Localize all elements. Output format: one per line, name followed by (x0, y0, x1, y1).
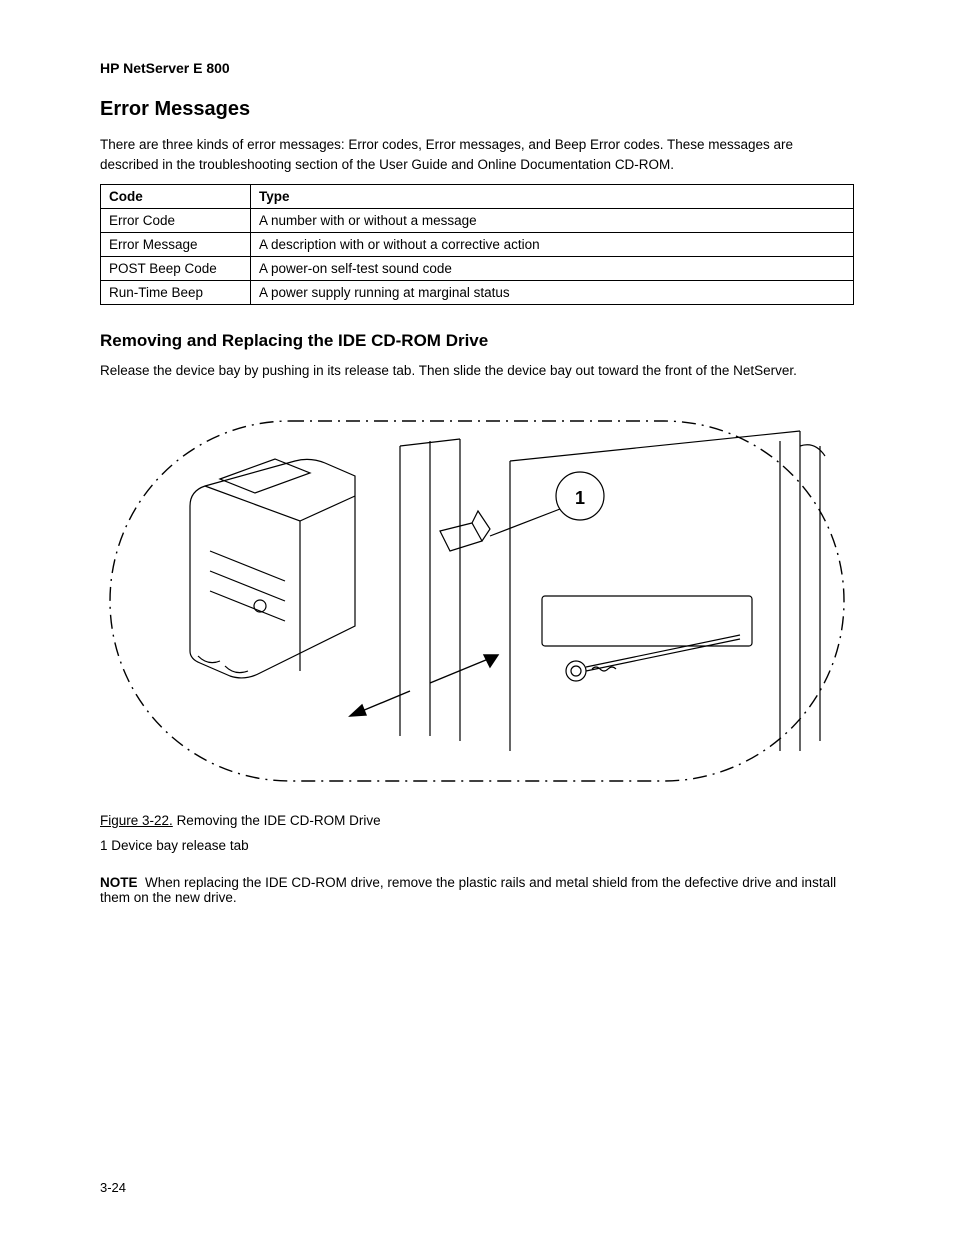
figure: 1 (100, 391, 854, 856)
table-row: Error Message A description with or with… (101, 233, 854, 257)
replace-paragraph: Release the device bay by pushing in its… (100, 361, 854, 381)
subsection-title: Removing and Replacing the IDE CD-ROM Dr… (100, 331, 854, 351)
note-text: When replacing the IDE CD-ROM drive, rem… (100, 875, 836, 905)
note-label: NOTE (100, 875, 138, 890)
table-row: POST Beep Code A power-on self-test soun… (101, 257, 854, 281)
table-cell: A power supply running at marginal statu… (251, 281, 854, 305)
table-cell: Error Message (101, 233, 251, 257)
table-header-type: Type (251, 185, 854, 209)
table-header-code: Code (101, 185, 251, 209)
figure-legend: 1 Device bay release tab (100, 836, 854, 856)
intro-paragraph: There are three kinds of error messages:… (100, 135, 854, 174)
section-title: Error Messages (100, 98, 854, 121)
figure-caption: Figure 3-22. Removing the IDE CD-ROM Dri… (100, 813, 854, 828)
error-codes-table: Code Type Error Code A number with or wi… (100, 184, 854, 305)
page-content: HP NetServer E 800 Error Messages There … (100, 60, 854, 905)
callout-label: 1 (575, 488, 585, 508)
table-cell: Run-Time Beep (101, 281, 251, 305)
table-cell: POST Beep Code (101, 257, 251, 281)
table-row: Run-Time Beep A power supply running at … (101, 281, 854, 305)
table-cell: A description with or without a correcti… (251, 233, 854, 257)
table-row: Error Code A number with or without a me… (101, 209, 854, 233)
note-block: NOTE When replacing the IDE CD-ROM drive… (100, 875, 854, 905)
figure-illustration: 1 (100, 391, 854, 801)
page-number: 3-24 (100, 1180, 126, 1195)
figure-number: Figure 3-22. (100, 813, 173, 828)
running-head: HP NetServer E 800 (100, 60, 854, 76)
table-header-row: Code Type (101, 185, 854, 209)
table-cell: A number with or without a message (251, 209, 854, 233)
table-cell: Error Code (101, 209, 251, 233)
figure-caption-text: Removing the IDE CD-ROM Drive (177, 813, 381, 828)
table-cell: A power-on self-test sound code (251, 257, 854, 281)
